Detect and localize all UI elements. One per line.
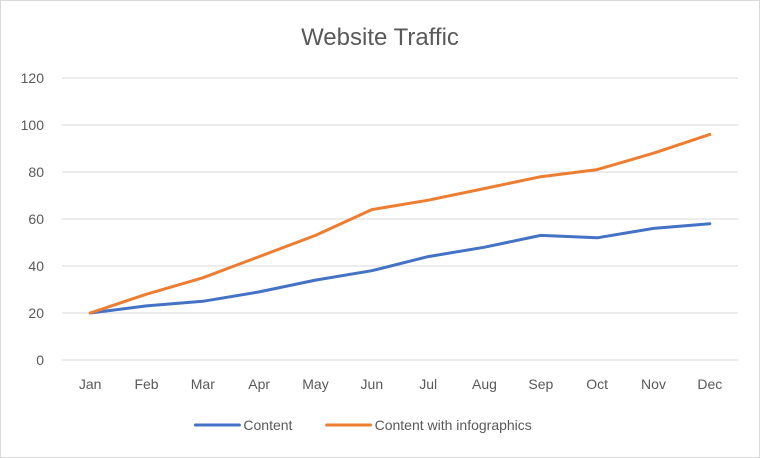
x-axis-ticks: Jan Feb Mar Apr May Jun Jul Aug Sep Oct Nov Dec <box>79 376 722 392</box>
gridlines <box>62 77 738 361</box>
x-tick-label: Aug <box>472 376 497 392</box>
x-tick-label: Mar <box>191 376 215 392</box>
y-tick-label: 80 <box>28 164 44 180</box>
chart-title: Website Traffic <box>301 24 459 51</box>
x-tick-label: Apr <box>248 376 270 392</box>
series-lines <box>88 132 712 315</box>
y-tick-label: 60 <box>28 211 44 227</box>
y-tick-label: 120 <box>21 70 45 86</box>
series-line-2 <box>88 132 712 315</box>
legend-label-1: Content <box>243 417 292 433</box>
y-tick-label: 0 <box>36 352 44 368</box>
legend-label-2: Content with infographics <box>375 417 532 433</box>
legend: Content Content with infographics <box>193 417 532 433</box>
x-tick-label: Sep <box>528 376 553 392</box>
y-axis-ticks: 0 20 40 60 80 100 120 <box>21 70 45 368</box>
series-line-1 <box>88 222 712 315</box>
x-tick-label: May <box>302 376 328 392</box>
x-tick-label: Jun <box>361 376 384 392</box>
x-tick-label: Dec <box>697 376 722 392</box>
x-tick-label: Jul <box>419 376 437 392</box>
y-tick-label: 20 <box>28 305 44 321</box>
x-tick-label: Feb <box>134 376 158 392</box>
x-tick-label: Nov <box>641 376 666 392</box>
y-tick-label: 100 <box>21 117 45 133</box>
y-tick-label: 40 <box>28 258 44 274</box>
x-tick-label: Oct <box>586 376 608 392</box>
x-tick-label: Jan <box>79 376 102 392</box>
